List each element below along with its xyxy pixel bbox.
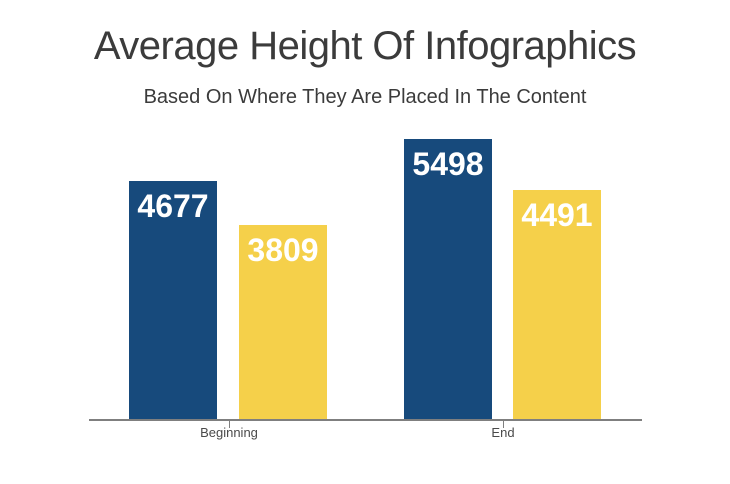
chart-title: Average Height Of Infographics	[93, 24, 637, 68]
bar-end-yellow: 4491	[513, 190, 601, 419]
plot-area: 4677 3809 5498 4491	[89, 0, 642, 428]
bar-value-label: 3809	[247, 232, 319, 268]
x-axis-label-beginning: Beginning	[200, 425, 258, 440]
x-axis-tick-end	[503, 421, 504, 428]
chart-subtitle: Based On Where They Are Placed In The Co…	[143, 86, 587, 108]
bar-value-label: 4491	[521, 197, 593, 233]
bar-end-blue: 5498	[404, 139, 492, 419]
bar-value-label: 4677	[137, 188, 209, 224]
x-axis-label-end: End	[491, 425, 515, 440]
bar-beginning-blue: 4677	[129, 181, 217, 419]
bar-value-label: 5498	[412, 146, 484, 182]
bar-beginning-yellow: 3809	[239, 225, 327, 419]
x-axis-tick-beginning	[229, 421, 230, 428]
